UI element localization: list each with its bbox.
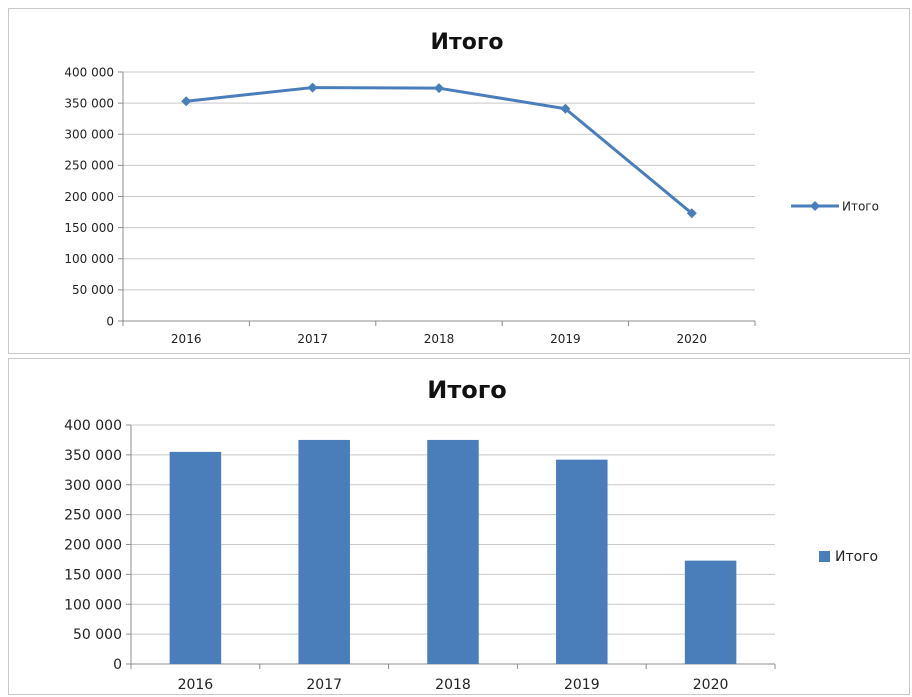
y-tick-label: 50 000: [73, 627, 122, 643]
bar-chart-panel: Итого 0 50 000 100 000 150 000 200 000 250 000…: [8, 358, 910, 695]
bar: [684, 560, 737, 664]
bar: [556, 459, 608, 664]
legend-marker: [810, 201, 820, 211]
x-tick-label: 2018: [435, 677, 471, 693]
y-tick-label: 200 000: [64, 538, 122, 554]
bar: [169, 451, 222, 664]
y-tick-label: 0: [113, 657, 122, 673]
chart-title: Итого: [427, 376, 507, 404]
x-tick-label: 2016: [171, 332, 202, 346]
line-chart-panel: Итого 0 50 000 100 000 150 000 200 000 250 000…: [8, 8, 910, 354]
legend-label: Итого: [842, 200, 879, 214]
data-point: [307, 82, 318, 93]
chart-title: Итого: [431, 30, 504, 55]
y-tick-label: 350 000: [64, 448, 122, 464]
x-tick-label: 2017: [306, 677, 342, 693]
x-tick-label: 2016: [178, 677, 214, 693]
data-point: [686, 208, 697, 219]
legend-swatch: [819, 551, 830, 562]
y-tick-label: 300 000: [64, 478, 122, 494]
y-tick-label: 100 000: [64, 597, 122, 613]
bar: [298, 439, 350, 664]
x-tick-label: 2019: [564, 677, 600, 693]
y-tick-label: 400 000: [64, 65, 114, 79]
x-tick-label: 2017: [297, 332, 328, 346]
x-tick-label: 2020: [677, 332, 708, 346]
x-tick-label: 2020: [693, 677, 729, 693]
bar: [427, 439, 479, 664]
y-tick-label: 400 000: [64, 418, 122, 434]
y-tick-label: 250 000: [64, 159, 114, 173]
y-tick-label: 100 000: [64, 252, 114, 266]
y-tick-label: 250 000: [64, 508, 122, 524]
series-line: [186, 86, 693, 215]
data-point: [181, 96, 192, 107]
line-chart: Итого 0 50 000 100 000 150 000 200 000 250 000…: [64, 30, 879, 346]
data-point: [560, 103, 571, 114]
x-tick-label: 2018: [424, 332, 455, 346]
x-tick-label: 2019: [550, 332, 581, 346]
y-tick-label: 300 000: [64, 128, 114, 142]
data-point: [434, 83, 444, 94]
y-tick-label: 150 000: [64, 221, 114, 235]
y-tick-label: 200 000: [64, 190, 114, 204]
bar-chart: Итого 0 50 000 100 000 150 000 200 000 250 000…: [64, 376, 878, 693]
y-tick-label: 50 000: [72, 283, 114, 297]
legend-label: Итого: [835, 549, 878, 565]
y-tick-label: 0: [106, 314, 114, 328]
y-tick-label: 150 000: [64, 567, 122, 583]
y-tick-label: 350 000: [64, 96, 114, 110]
